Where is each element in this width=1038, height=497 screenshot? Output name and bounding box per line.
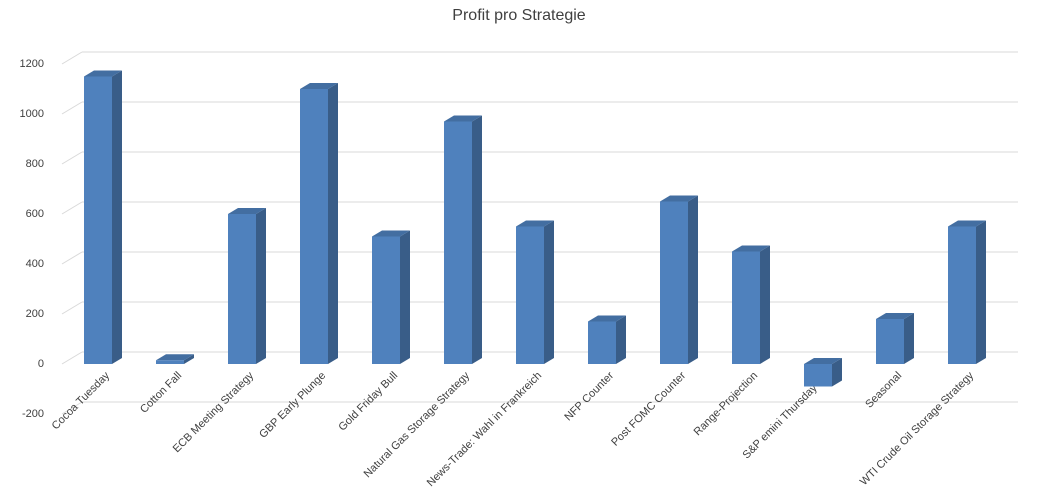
grid-line-floor — [61, 51, 83, 65]
grid-line-floor — [61, 351, 83, 365]
y-tick-label: 200 — [26, 308, 44, 320]
bar-front — [300, 89, 328, 364]
bar-top — [660, 195, 698, 202]
grid-line-floor — [61, 301, 83, 315]
bar-side — [184, 354, 194, 364]
bar-top — [372, 230, 410, 237]
bar-top — [876, 313, 914, 319]
bar — [444, 115, 482, 364]
bar-side — [832, 358, 842, 387]
grid-line-floor — [61, 151, 83, 165]
bar — [372, 230, 410, 364]
bar — [300, 83, 338, 364]
grid-line-floor — [61, 251, 83, 265]
bar-side — [976, 220, 986, 364]
bar-front — [228, 214, 256, 364]
bar — [660, 195, 698, 364]
bar-top — [588, 315, 626, 322]
bar-top — [444, 115, 482, 122]
bar-top — [732, 245, 770, 252]
grid-line-floor — [61, 401, 83, 415]
y-tick-label: 800 — [26, 158, 44, 170]
y-tick-label: 1200 — [20, 58, 44, 70]
bar-side — [112, 70, 122, 364]
bar-top — [516, 220, 554, 227]
y-tick-label: -200 — [22, 408, 44, 420]
chart-title: Profit pro Strategie — [452, 7, 586, 24]
bar — [84, 70, 122, 364]
bar-side — [328, 83, 338, 364]
bar-front — [732, 251, 760, 364]
bar-side — [760, 245, 770, 364]
y-tick-label: 400 — [26, 258, 44, 270]
grid-line — [61, 101, 1018, 115]
bar-top — [948, 220, 986, 227]
bar-front — [84, 76, 112, 364]
grid-line — [61, 51, 1018, 65]
bar-front — [804, 364, 832, 387]
bar-top — [228, 208, 266, 214]
bar-front — [948, 226, 976, 364]
bar — [948, 220, 986, 364]
y-tick-label: 0 — [38, 358, 44, 370]
bar — [876, 313, 914, 364]
bar-front — [588, 321, 616, 364]
bar-top — [804, 358, 842, 364]
grid-line — [61, 151, 1018, 165]
bar-side — [616, 315, 626, 364]
bar-side — [544, 220, 554, 364]
bar — [156, 354, 194, 364]
bar-top — [156, 354, 194, 361]
bar-top — [300, 83, 338, 89]
bar — [732, 245, 770, 364]
bar — [804, 358, 842, 387]
grid-line — [61, 401, 1018, 415]
bar-side — [904, 313, 914, 364]
y-tick-label: 600 — [26, 208, 44, 220]
bar — [516, 220, 554, 364]
grid-line-floor — [61, 101, 83, 115]
grid-line-floor — [61, 201, 83, 215]
bar-top — [84, 70, 122, 77]
bar-side — [472, 115, 482, 364]
bar-front — [156, 360, 184, 364]
bar — [588, 315, 626, 364]
bar-side — [256, 208, 266, 364]
bar-side — [688, 195, 698, 364]
bar — [228, 208, 266, 364]
y-tick-label: 1000 — [20, 108, 44, 120]
bar-front — [516, 226, 544, 364]
grid-line — [61, 201, 1018, 215]
bar-front — [444, 121, 472, 364]
bar-front — [876, 319, 904, 364]
bar-side — [400, 230, 410, 364]
bar-front — [372, 236, 400, 364]
bar-front — [660, 201, 688, 364]
